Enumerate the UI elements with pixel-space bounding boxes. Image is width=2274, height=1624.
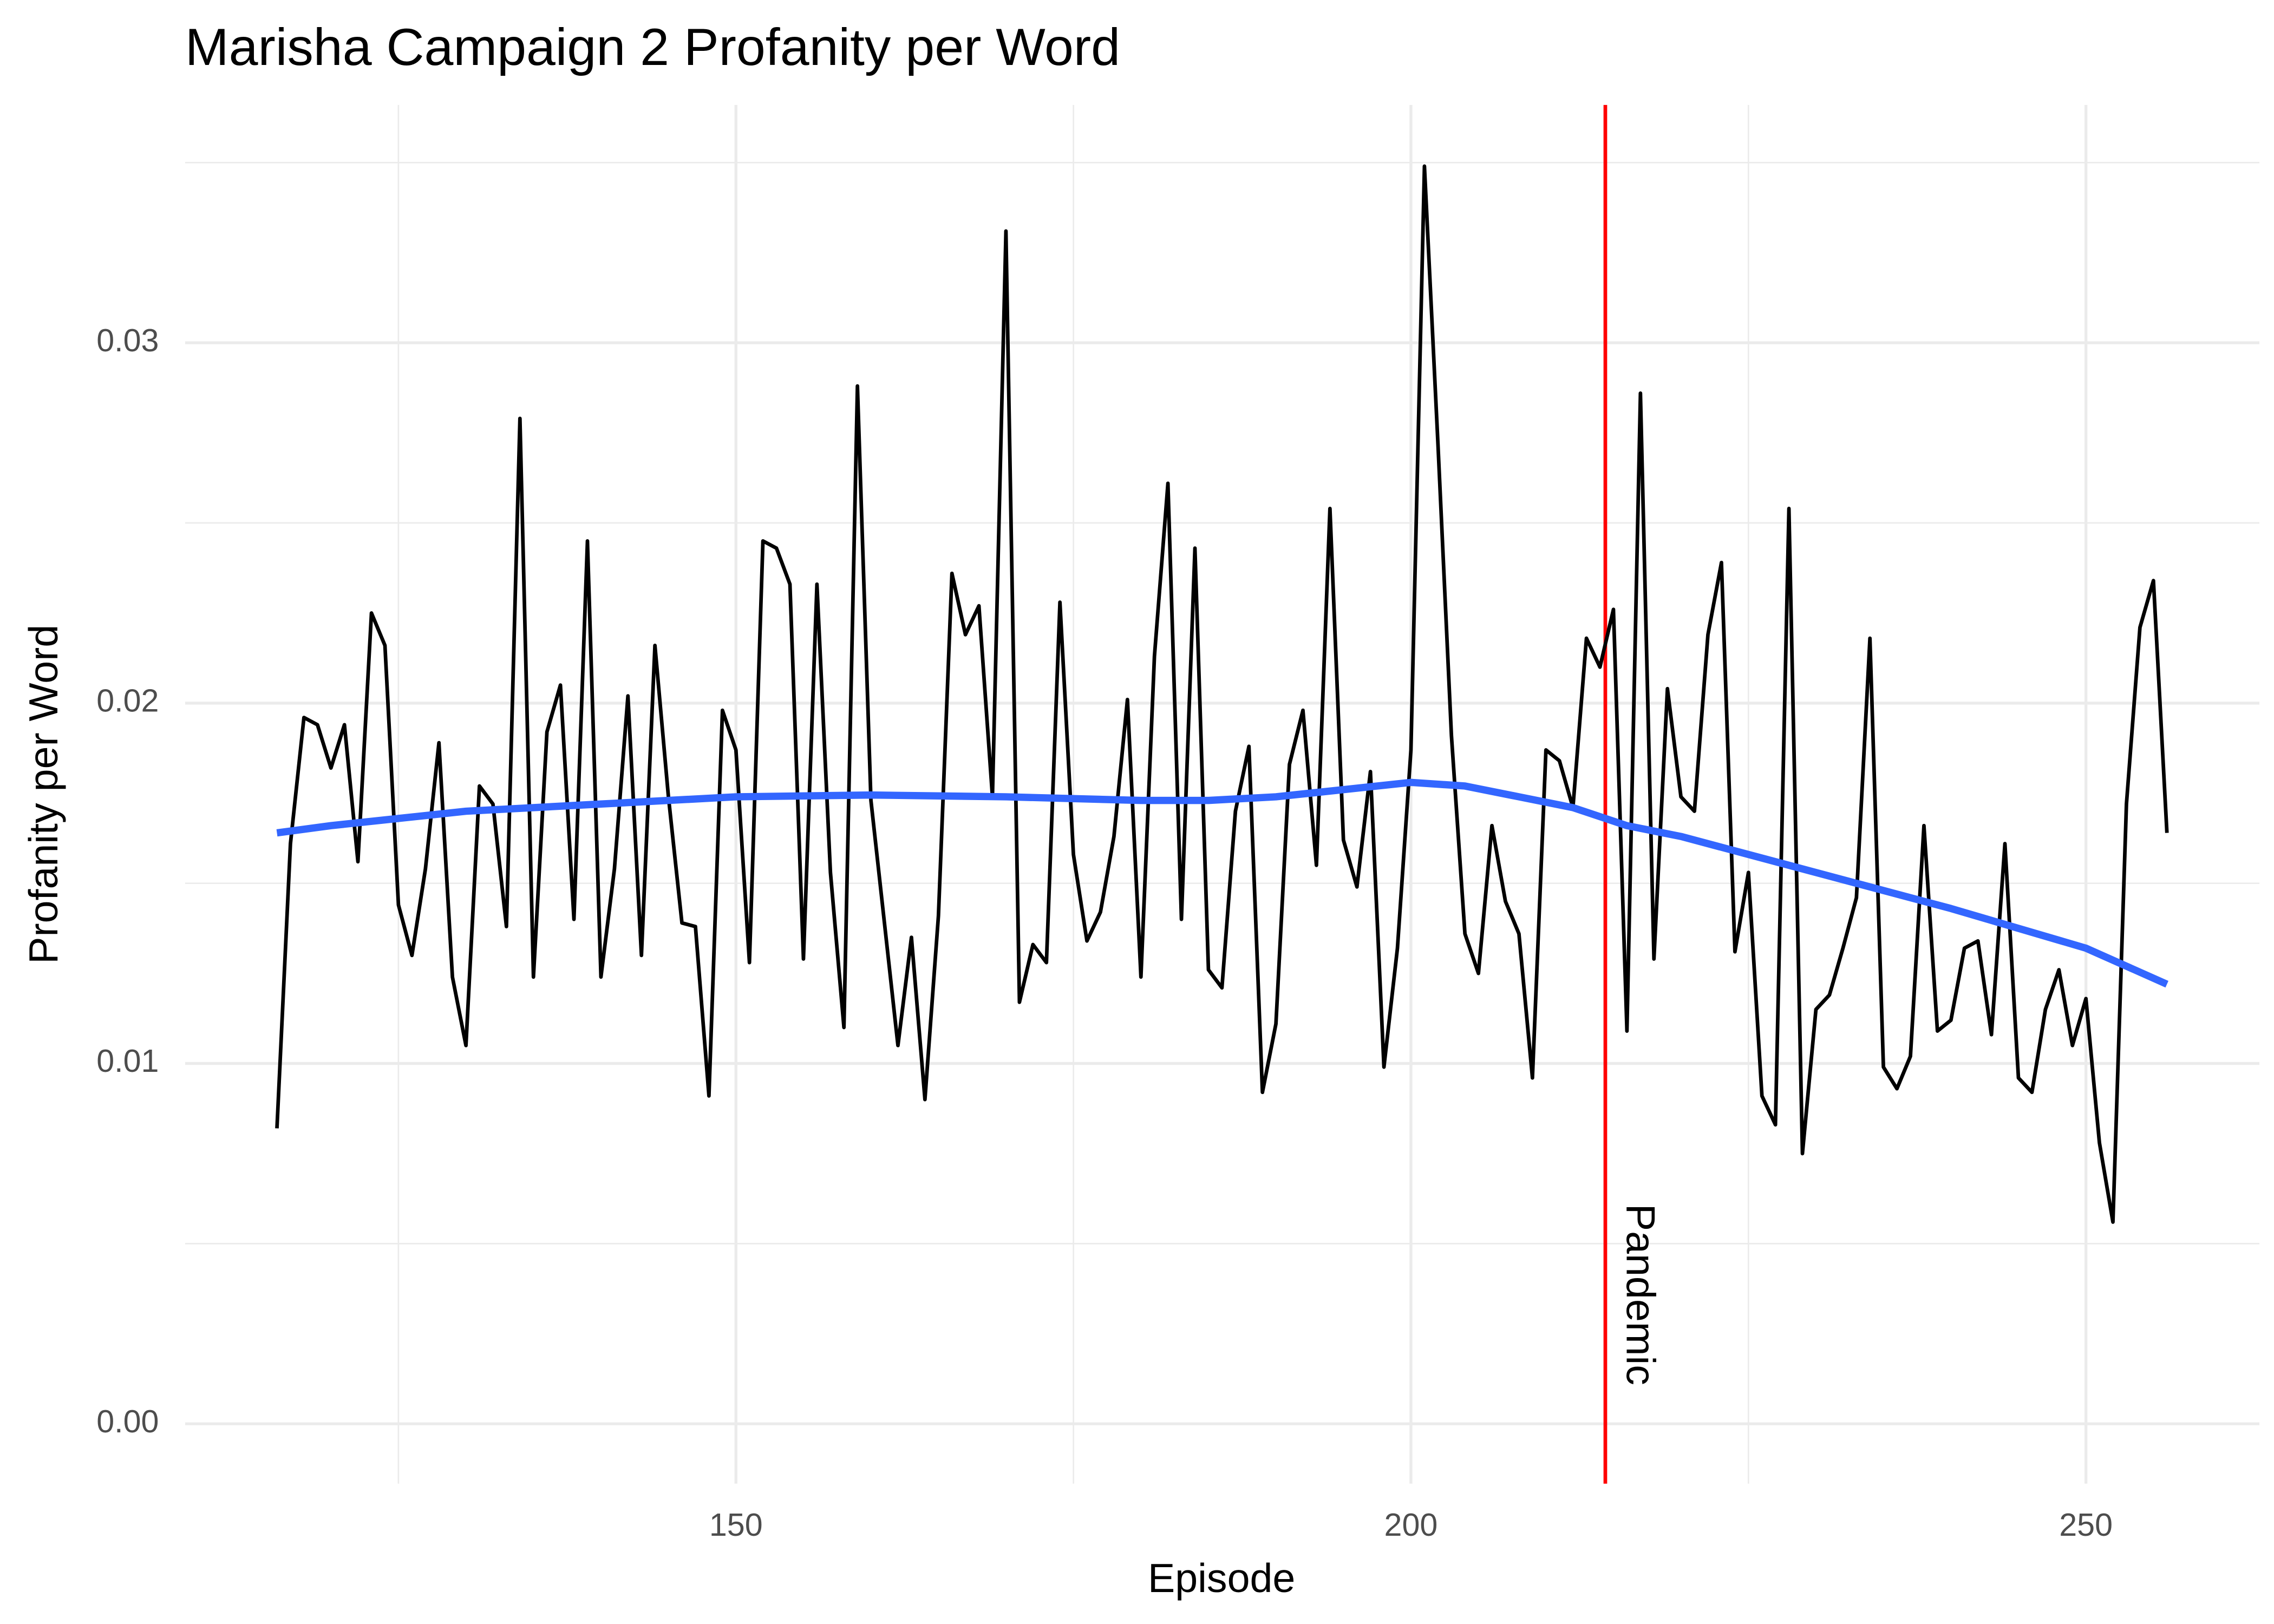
y-tick-label: 0.00	[96, 1403, 159, 1439]
y-axis-title: Profanity per Word	[21, 625, 66, 964]
x-tick-label: 200	[1384, 1507, 1438, 1543]
y-tick-label: 0.03	[96, 322, 159, 358]
smooth-line	[276, 778, 2168, 988]
x-tick-label: 150	[709, 1507, 763, 1543]
data-line	[275, 164, 2169, 1224]
y-tick-label: 0.01	[96, 1043, 159, 1079]
annotation: Pandemic	[1618, 1204, 1663, 1385]
x-tick-label: 250	[2059, 1507, 2113, 1543]
x-axis-title: Episode	[1148, 1555, 1295, 1601]
y-tick-label: 0.02	[96, 683, 159, 719]
chart-title: Marisha Campaign 2 Profanity per Word	[185, 17, 1120, 76]
